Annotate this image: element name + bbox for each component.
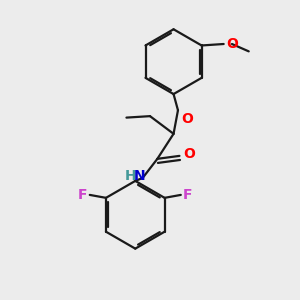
- Text: F: F: [78, 188, 87, 202]
- Text: O: O: [183, 147, 195, 161]
- Text: F: F: [183, 188, 193, 202]
- Text: H: H: [124, 169, 136, 184]
- Text: O: O: [226, 37, 238, 51]
- Text: N: N: [133, 169, 145, 184]
- Text: O: O: [181, 112, 193, 126]
